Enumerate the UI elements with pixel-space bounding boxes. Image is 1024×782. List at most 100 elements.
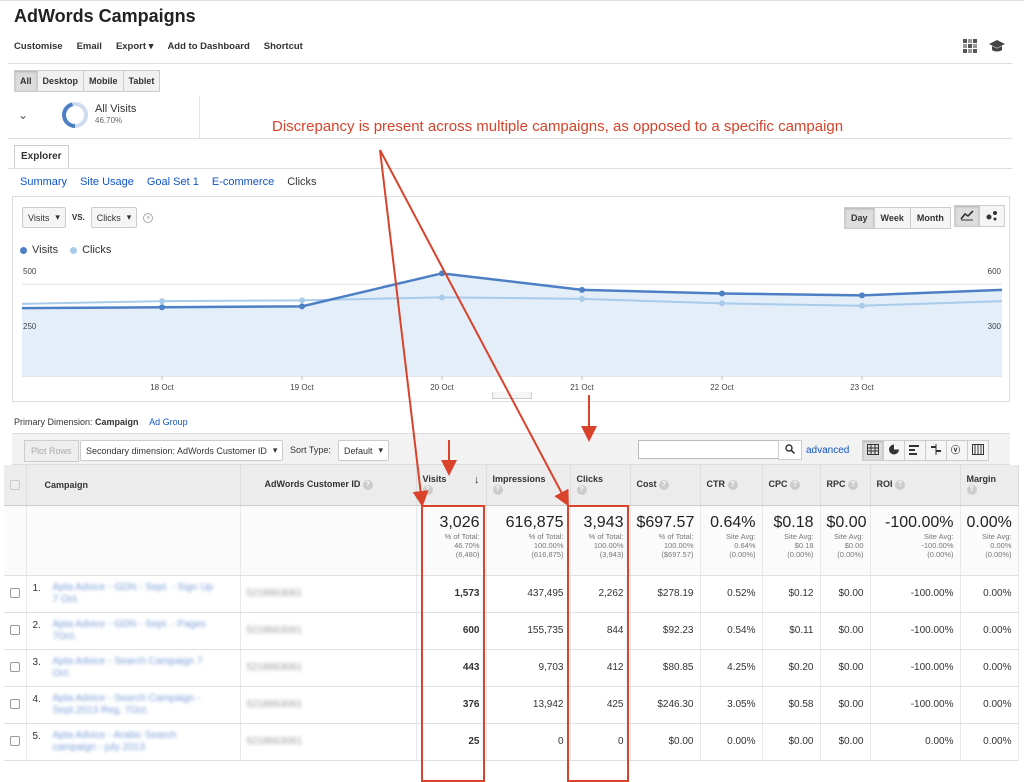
cost-cell: $0.00 [630, 723, 701, 761]
row-number: 4. [32, 693, 41, 705]
caret-down-icon: ▾ [126, 212, 132, 222]
header-rpc[interactable]: RPC ? [820, 465, 871, 506]
primary-dimension-ad-group[interactable]: Ad Group [149, 417, 188, 427]
campaign-link[interactable]: Apta Advice - Search Campaign 7 Oct. [52, 655, 203, 679]
cpc-cell: $0.58 [762, 686, 821, 724]
email-button[interactable]: Email [76, 41, 102, 52]
chevron-down-icon[interactable]: ⌄ [18, 108, 29, 122]
campaign-link[interactable]: Apta Advice - GDN - Sept. - Sign Up 7 Oc… [52, 581, 214, 605]
row-checkbox[interactable] [10, 736, 20, 747]
remove-metric-icon[interactable]: × [143, 212, 154, 223]
header-margin[interactable]: Margin? [960, 465, 1019, 506]
header-campaign[interactable]: Campaign [26, 465, 241, 506]
line-chart-button[interactable] [954, 205, 980, 227]
campaign-table: Campaign AdWords Customer ID ? Visits ↓?… [4, 465, 1019, 761]
subnav-site-usage[interactable]: Site Usage [80, 176, 134, 188]
row-select-cell[interactable] [4, 649, 27, 687]
period-week-button[interactable]: Week [873, 207, 911, 229]
period-month-button[interactable]: Month [909, 207, 951, 229]
row-checkbox[interactable] [10, 662, 20, 673]
help-icon[interactable]: ? [492, 485, 503, 496]
header-impressions[interactable]: Impressions? [486, 465, 571, 506]
help-icon[interactable]: ? [422, 485, 433, 496]
roi-cell: -100.00% [870, 686, 961, 724]
header-cost[interactable]: Cost ? [630, 465, 701, 506]
totals-visits-l3: (6,480) [455, 549, 480, 559]
comparison-view-button[interactable] [925, 440, 947, 461]
pie-view-button[interactable] [883, 440, 905, 461]
pivot-view-button[interactable] [967, 440, 989, 461]
grid-view-icon[interactable] [962, 38, 978, 54]
subnav-ecommerce[interactable]: E-commerce [211, 176, 275, 188]
ctr-cell: 0.00% [700, 723, 763, 761]
tab-explorer[interactable]: Explorer [14, 145, 69, 168]
performance-view-button[interactable] [904, 440, 926, 461]
help-icon[interactable]: ? [362, 480, 373, 491]
metric1-dropdown[interactable]: Visits ▾ [22, 207, 66, 228]
campaign-link[interactable]: Apta Advice - GDN - Sept. - Pages 7Oct. [52, 618, 206, 642]
period-buttons: Day Week Month [844, 207, 951, 229]
top-border [0, 0, 1024, 4]
table-search-input[interactable] [638, 440, 780, 459]
help-icon[interactable]: ? [659, 480, 670, 491]
row-number: 3. [32, 656, 41, 668]
sort-type-value: Default [344, 445, 373, 456]
help-icon[interactable]: ? [895, 480, 906, 491]
export-menu[interactable]: Export ▾ [115, 41, 154, 52]
x-tick-label: 23 Oct [850, 383, 874, 392]
segment-tablet[interactable]: Tablet [122, 70, 161, 92]
margin-cell: 0.00% [960, 723, 1019, 761]
advanced-filter-link[interactable]: advanced [806, 445, 850, 456]
help-icon[interactable]: ? [790, 480, 801, 491]
row-checkbox[interactable] [10, 588, 20, 599]
row-select-cell[interactable] [4, 575, 27, 613]
data-table-view-button[interactable] [862, 440, 884, 461]
select-all-checkbox[interactable] [10, 480, 20, 491]
help-icon[interactable]: ? [576, 485, 587, 496]
header-visits[interactable]: Visits ↓? [416, 465, 487, 506]
period-day-button[interactable]: Day [844, 207, 875, 229]
header-ctr[interactable]: CTR ? [700, 465, 763, 506]
row-select-cell[interactable] [4, 612, 27, 650]
row-checkbox[interactable] [10, 625, 20, 636]
header-select-all[interactable] [4, 465, 27, 506]
segment-desktop[interactable]: Desktop [36, 70, 85, 92]
header-roi[interactable]: ROI ? [870, 465, 961, 506]
help-icon[interactable]: ? [848, 480, 859, 491]
row-select-cell[interactable] [4, 686, 27, 724]
left-axis-tick-label: 500 [23, 267, 37, 276]
row-checkbox[interactable] [10, 699, 20, 710]
header-cpc[interactable]: CPC ? [762, 465, 821, 506]
plot-rows-button[interactable]: Plot Rows [24, 440, 79, 462]
help-icon[interactable]: ? [727, 480, 738, 491]
customise-button[interactable]: Customise [14, 41, 63, 52]
legend-visits[interactable]: Visits [20, 244, 58, 256]
campaign-link[interactable]: Apta Advice - Arabic Search campaign - j… [52, 729, 177, 753]
shortcut-button[interactable]: Shortcut [263, 41, 303, 52]
metric2-dropdown[interactable]: Clicks ▾ [90, 207, 138, 228]
sort-type-dropdown[interactable]: Default ▾ [338, 440, 390, 461]
table-header-row: Campaign AdWords Customer ID ? Visits ↓?… [4, 465, 1019, 506]
campaign-link[interactable]: Apta Advice - Search Campaign - Sept.201… [52, 692, 201, 716]
help-icon[interactable]: ? [966, 485, 977, 496]
subnav-summary[interactable]: Summary [20, 176, 68, 188]
segment-mobile[interactable]: Mobile [83, 70, 124, 92]
row-select-cell[interactable] [4, 723, 27, 761]
header-customer-id[interactable]: AdWords Customer ID ? [240, 465, 417, 506]
customer-id-cell: 5218663061 [240, 686, 417, 724]
term-cloud-view-button[interactable]: ⓥ [946, 440, 968, 461]
table-search-button[interactable] [778, 440, 802, 460]
totals-visits-l2: 46.70% [454, 540, 480, 550]
add-to-dashboard-button[interactable]: Add to Dashboard [167, 41, 250, 52]
subnav-goal-set-1[interactable]: Goal Set 1 [146, 176, 199, 188]
legend-clicks[interactable]: Clicks [70, 244, 111, 256]
subnav-clicks[interactable]: Clicks [287, 176, 317, 188]
graduation-cap-icon[interactable] [988, 38, 1006, 54]
chart-resize-handle[interactable] [492, 392, 532, 399]
motion-chart-button[interactable] [979, 205, 1005, 227]
header-clicks[interactable]: Clicks? [570, 465, 631, 506]
primary-dimension-campaign[interactable]: Campaign [95, 417, 139, 427]
secondary-dimension-dropdown[interactable]: Secondary dimension: AdWords Customer ID… [80, 440, 284, 461]
ctr-cell: 0.52% [700, 575, 763, 613]
segment-all[interactable]: All [14, 70, 38, 92]
